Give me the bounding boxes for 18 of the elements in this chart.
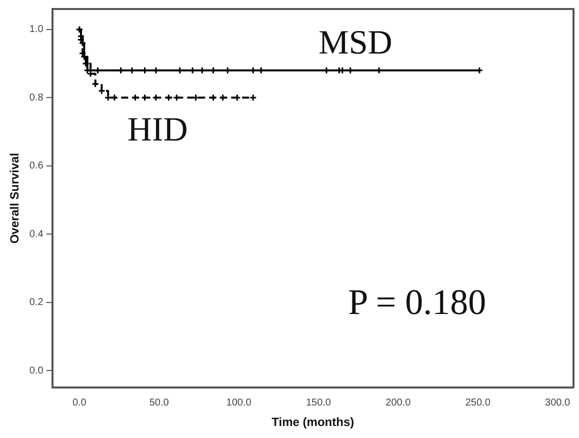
x-tick-label: 50.0 — [149, 397, 170, 408]
series-label: HID — [127, 112, 188, 149]
y-axis-title: Overall Survival — [8, 152, 22, 244]
y-tick-label: 0.4 — [29, 228, 44, 240]
x-tick-label: 250.0 — [465, 397, 491, 408]
x-tick-label: 300.0 — [545, 397, 571, 408]
x-tick-label: 200.0 — [386, 397, 412, 408]
y-tick-label: 0.2 — [29, 297, 44, 308]
x-tick-label: 100.0 — [226, 397, 252, 408]
x-tick-label: 0.0 — [72, 397, 87, 408]
y-tick-label: 0.6 — [29, 160, 44, 172]
y-tick-label: 0.0 — [29, 365, 44, 376]
series-label: MSD — [318, 24, 392, 62]
x-tick-label: 150.0 — [306, 397, 332, 408]
annotation: P = 0.180 — [348, 282, 486, 322]
y-tick-label: 1.0 — [29, 24, 44, 36]
x-axis-title: Time (months) — [272, 415, 354, 430]
y-tick-label: 0.8 — [29, 92, 44, 104]
